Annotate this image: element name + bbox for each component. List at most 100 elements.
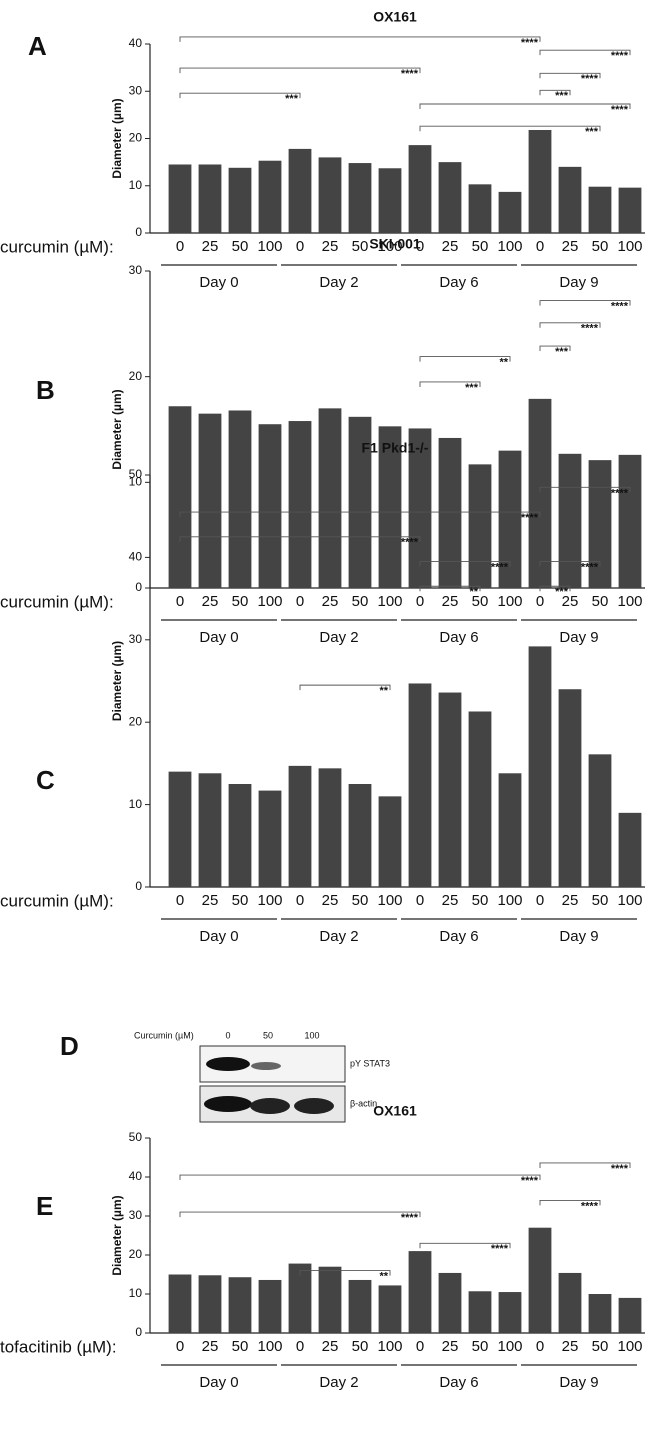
significance-bracket — [539, 585, 571, 592]
x-tick-label: 100 — [497, 1338, 522, 1355]
x-tick-label: 25 — [442, 593, 459, 610]
bar — [438, 1272, 462, 1333]
significance-label: **** — [611, 487, 629, 499]
y-tick-label: 20 — [129, 131, 143, 145]
significance-bracket — [539, 486, 631, 493]
bar — [438, 437, 462, 588]
y-tick-label: 40 — [129, 1169, 143, 1183]
y-tick-label: 0 — [135, 879, 142, 893]
bar — [618, 454, 642, 588]
bar — [198, 164, 222, 233]
group-label: Day 0 — [199, 274, 238, 291]
x-tick-label: 50 — [472, 1338, 489, 1355]
significance-label: **** — [581, 1200, 599, 1212]
x-tick-label: 0 — [416, 1338, 424, 1355]
bar — [498, 450, 522, 588]
bar — [318, 408, 342, 588]
x-tick-label: 50 — [592, 238, 609, 255]
bar — [258, 160, 282, 233]
significance-label: **** — [521, 37, 539, 49]
x-tick-label: 25 — [562, 593, 579, 610]
y-tick-label: 30 — [129, 632, 143, 646]
bar — [528, 129, 552, 233]
y-tick-label: 0 — [135, 1325, 142, 1339]
chart-title: F1 Pkd1-/- — [362, 440, 429, 456]
chart-title: OX161 — [373, 9, 417, 25]
blot-lane: 100 — [304, 1030, 319, 1040]
bar — [228, 410, 252, 588]
significance-bracket — [419, 381, 481, 387]
significance-label: ** — [379, 1271, 388, 1283]
blot-band — [206, 1057, 250, 1071]
x-tick-label: 50 — [232, 238, 249, 255]
bar — [348, 163, 372, 233]
x-tick-label: 0 — [296, 593, 304, 610]
bar — [618, 187, 642, 233]
bar — [558, 166, 582, 233]
x-tick-label: 50 — [472, 238, 489, 255]
bar — [348, 1279, 372, 1333]
x-tick-label: 25 — [202, 593, 219, 610]
x-tick-label: 25 — [322, 892, 339, 909]
bar — [168, 406, 192, 588]
x-tick-label: 100 — [257, 238, 282, 255]
panel-letter: C — [36, 765, 55, 795]
panel-letter: D — [60, 1031, 79, 1061]
significance-label: **** — [581, 323, 599, 335]
x-tick-label: 50 — [592, 892, 609, 909]
significance-bracket — [539, 1162, 631, 1168]
significance-bracket — [419, 1242, 511, 1249]
x-tick-label: 25 — [562, 892, 579, 909]
significance-bracket — [539, 300, 631, 306]
significance-bracket — [539, 49, 631, 56]
bar — [378, 426, 402, 588]
x-tick-label: 25 — [202, 892, 219, 909]
bar — [438, 692, 462, 887]
x-tick-label: 100 — [497, 892, 522, 909]
x-tick-label: 50 — [352, 1338, 369, 1355]
significance-bracket — [179, 1174, 541, 1181]
x-tick-label: 100 — [617, 593, 642, 610]
bar — [288, 765, 312, 887]
x-tick-label: 100 — [617, 238, 642, 255]
x-tick-label: 100 — [377, 1338, 402, 1355]
significance-label: **** — [491, 1243, 509, 1255]
significance-label: **** — [401, 537, 419, 549]
x-tick-label: 25 — [322, 1338, 339, 1355]
group-label: Day 2 — [319, 1374, 358, 1391]
significance-bracket — [419, 585, 481, 592]
significance-bracket — [179, 536, 421, 542]
x-axis-label: curcumin (µM): — [0, 891, 114, 910]
significance-label: **** — [521, 512, 539, 524]
significance-label: ** — [379, 685, 388, 697]
y-tick-label: 10 — [129, 797, 143, 811]
y-tick-label: 40 — [129, 550, 143, 564]
significance-bracket — [419, 125, 601, 132]
y-tick-label: 20 — [129, 369, 143, 383]
bar — [228, 1277, 252, 1333]
chart-title: OX161 — [373, 1103, 417, 1119]
bar — [528, 1227, 552, 1333]
significance-bracket — [539, 89, 571, 96]
bar — [378, 1285, 402, 1333]
group-label: Day 9 — [559, 928, 598, 945]
significance-label: ** — [499, 356, 508, 368]
significance-bracket — [539, 561, 601, 567]
bar — [558, 1272, 582, 1333]
bar — [288, 1263, 312, 1333]
significance-bracket — [299, 1270, 391, 1276]
x-tick-label: 0 — [416, 593, 424, 610]
significance-label: **** — [611, 1163, 629, 1175]
group-label: Day 0 — [199, 1374, 238, 1391]
significance-label: **** — [491, 561, 509, 573]
y-tick-label: 20 — [129, 714, 143, 728]
significance-bracket — [539, 345, 571, 352]
bar — [618, 1297, 642, 1333]
x-tick-label: 0 — [296, 1338, 304, 1355]
bar — [318, 1266, 342, 1333]
bar — [588, 186, 612, 233]
x-tick-label: 0 — [536, 593, 544, 610]
x-axis-label: tofacitinib (µM): — [0, 1337, 117, 1356]
bar — [588, 754, 612, 887]
significance-label: *** — [285, 93, 299, 105]
